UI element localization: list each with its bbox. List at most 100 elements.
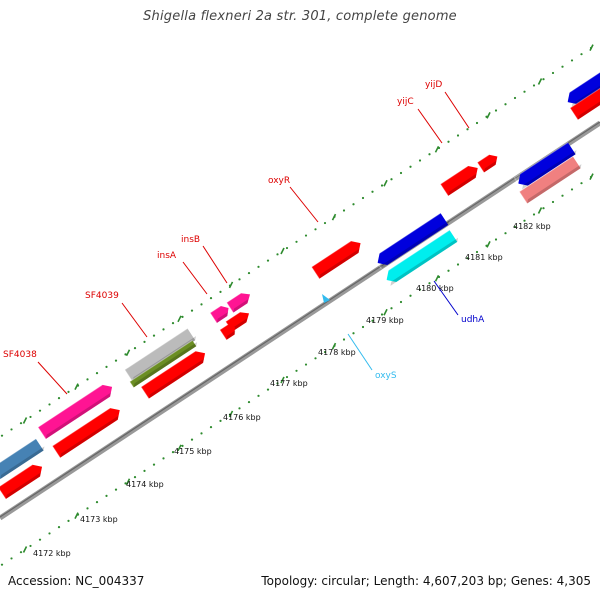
inner-tick-dot [361,325,365,329]
feature-olive-sf4039-shade [133,342,198,388]
feature-blue-edge-hilite [563,71,600,109]
outer-tick-dot [10,428,13,431]
gene-label-oxys: oxyS [375,371,397,381]
outer-tick-dot [29,415,32,419]
outer-tick-dot [48,403,51,406]
feature-cds-c-body [141,351,206,399]
inner-tick-dot [171,451,175,454]
outer-tick-dot [466,128,469,131]
inner-tick-dot [580,182,583,185]
feature-mobile-sf4038 [37,384,113,440]
inner-tick-dot [266,388,270,391]
feature-olive-sf4039-body [129,340,197,388]
inner-tick-dot [504,232,507,235]
leader-line-oxyr [289,186,319,223]
inner-tick-dot [418,288,422,291]
outer-tick-dot [390,178,393,181]
feature-cds-c-hilite [140,350,196,399]
outer-tick-dot [143,340,146,343]
outer-tick-dot [361,196,365,200]
feature-cds-oxyr-shade [319,248,360,279]
inner-tick-dot [542,207,545,210]
inner-tick-dot [456,263,460,266]
outer-tick-dot [181,315,184,318]
feature-cds-edge-hilite [569,87,600,121]
outer-major-tick [331,213,337,221]
outer-tick-dot [513,96,517,100]
feature-cyan-udha-shade [390,237,459,286]
outer-tick-dot [190,309,194,312]
kbp-tick-label: 4177 kbp [270,379,308,388]
feature-cyan-udha [382,229,459,287]
feature-cyan-udha-body [386,230,458,282]
leader-line-insb [202,245,228,284]
outer-major-tick [228,281,234,289]
inner-tick-dot [276,382,279,385]
leader-line-udha [433,280,459,316]
feature-cds-a [0,464,43,500]
outer-tick-dot [57,397,61,400]
outer-tick-dot [19,422,23,425]
inner-tick-dot [523,219,526,222]
feature-blue-left [373,212,450,270]
feature-cds-b-shade [60,415,119,458]
kbp-tick-label: 4182 kbp [513,222,551,231]
feature-mobile-insa-hilite [209,305,221,324]
feature-cds-e-hilite [219,324,229,341]
feature-salmon-body [519,156,581,204]
outer-tick-dot [399,171,403,175]
outer-tick-dot [152,334,156,337]
kbp-tick-label: 4174 kbp [126,480,164,489]
feature-blue-right-body [518,142,576,186]
feature-cds-c [140,350,206,399]
outer-tick-dot [114,359,118,362]
feature-cds-yijc-hilite [439,165,469,197]
inner-tick-dot [200,432,203,435]
outer-tick-dot [95,372,99,375]
outer-tick-dot [494,109,498,112]
outer-tick-dot [570,59,574,62]
inner-tick-dot [409,294,412,297]
feature-cds-yijc-shade [448,173,477,196]
outer-tick-dot [475,121,479,125]
feature-cds-yijc-body [440,166,478,196]
outer-tick-dot [238,278,241,281]
inner-tick-dot [342,338,346,341]
feature-steelblue-body [0,438,44,480]
inner-tick-dot [152,463,156,466]
outer-tick-dot [380,184,384,187]
outer-tick-dot [171,322,175,325]
outer-tick-dot [86,378,89,381]
feature-cds-b-hilite [51,407,111,459]
inner-major-tick [486,241,491,248]
feature-salmon-shade [527,164,582,204]
inner-tick-dot [105,494,108,497]
feature-mobile-insa-shade [216,311,229,323]
outer-tick-dot [200,303,203,306]
outer-tick-dot [409,165,412,168]
feature-mobile-insb-body [226,293,251,313]
inner-tick-dot [513,225,517,229]
feature-cds-e [219,324,236,341]
inner-tick-dot [371,319,374,322]
feature-olive-sf4039-hilite [129,340,193,388]
feature-mobile-sf4038-body [38,384,113,439]
inner-tick-dot [209,425,213,429]
outer-tick-dot [105,365,108,368]
outer-tick-dot [561,65,564,68]
outer-tick-dot [447,140,450,143]
feature-cds-edge [569,87,600,121]
inner-tick-dot [466,257,469,260]
inner-tick-dot [48,532,51,535]
outer-major-tick [434,145,440,153]
inner-tick-dot [181,444,184,447]
inner-tick-dot [428,282,431,285]
outer-tick-dot [532,84,536,87]
outer-tick-dot [580,53,583,56]
kbp-tick-label: 4178 kbp [318,348,356,357]
inner-tick-dot [95,501,99,504]
outer-tick-dot [304,234,308,237]
feature-blue-edge-body [567,72,600,105]
outer-major-tick [280,247,285,255]
